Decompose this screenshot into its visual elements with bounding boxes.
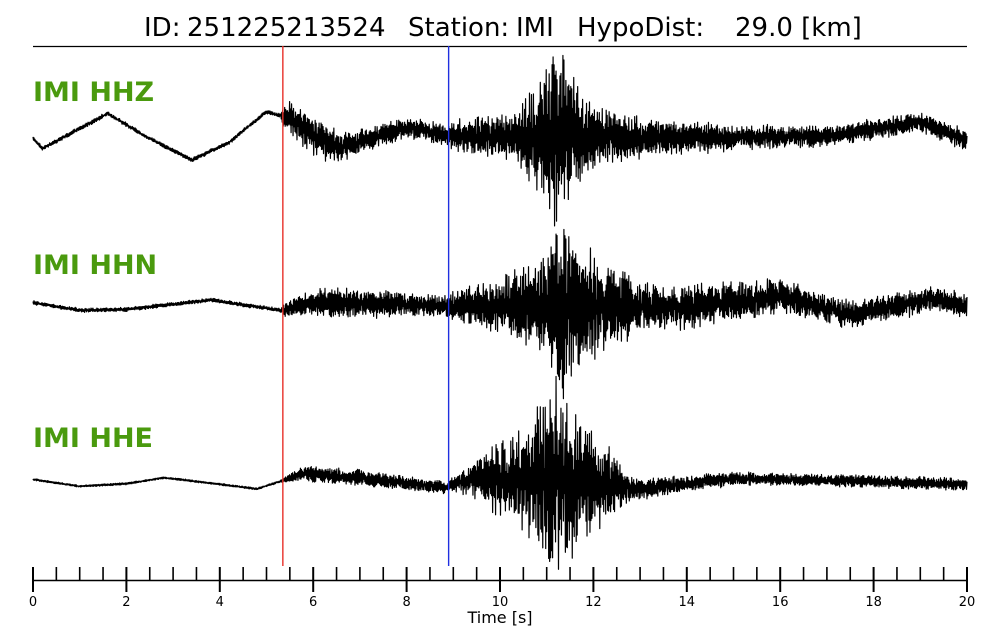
waveform-trace-hhz bbox=[32, 54, 968, 227]
tick-label: 18 bbox=[865, 595, 882, 610]
tick-label: 6 bbox=[309, 595, 317, 610]
title-id-value: 251225213524 bbox=[187, 13, 386, 43]
tick-label: 10 bbox=[492, 595, 509, 610]
waveform-trace-hhn bbox=[32, 228, 968, 400]
title-station-value: IMI bbox=[516, 13, 554, 43]
time-axis-label: Time [s] bbox=[466, 608, 532, 627]
channel-label-hhn: IMI HHN bbox=[33, 250, 157, 281]
tick-label: 12 bbox=[585, 595, 602, 610]
title-hypo-label: HypoDist: bbox=[577, 13, 704, 43]
channel-label-hhe: IMI HHE bbox=[33, 423, 153, 454]
tick-label: 2 bbox=[122, 595, 130, 610]
tick-label: 8 bbox=[402, 595, 410, 610]
title-hypo-value: 29.0 [km] bbox=[735, 13, 862, 43]
tick-label: 14 bbox=[679, 595, 696, 610]
plot-title: ID: 251225213524 Station: IMI HypoDist: … bbox=[144, 13, 862, 43]
title-id-label: ID: bbox=[144, 13, 180, 43]
tick-label: 4 bbox=[216, 595, 224, 610]
time-axis: 0 2 4 6 8 10 12 14 16 18 20 bbox=[29, 567, 975, 610]
tick-label: 16 bbox=[772, 595, 789, 610]
waveform-trace-hhe bbox=[32, 375, 968, 570]
tick-label: 0 bbox=[29, 595, 37, 610]
title-station-label: Station: bbox=[408, 13, 509, 43]
channel-label-hhz: IMI HHZ bbox=[33, 77, 154, 108]
tick-label: 20 bbox=[959, 595, 976, 610]
